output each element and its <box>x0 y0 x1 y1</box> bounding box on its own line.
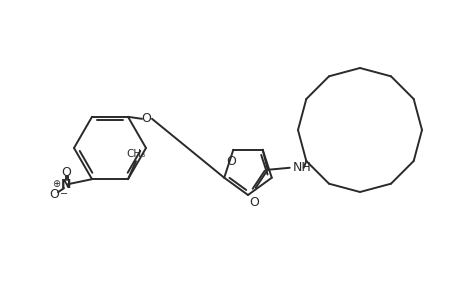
Text: −: − <box>60 189 68 199</box>
Text: O: O <box>141 112 151 125</box>
Text: O: O <box>61 166 71 179</box>
Text: O: O <box>226 155 236 168</box>
Text: N: N <box>61 178 71 191</box>
Text: ⊕: ⊕ <box>52 179 60 189</box>
Text: NH: NH <box>292 161 311 174</box>
Text: O: O <box>248 196 258 209</box>
Text: O: O <box>49 188 59 201</box>
Text: CH₃: CH₃ <box>126 149 146 159</box>
